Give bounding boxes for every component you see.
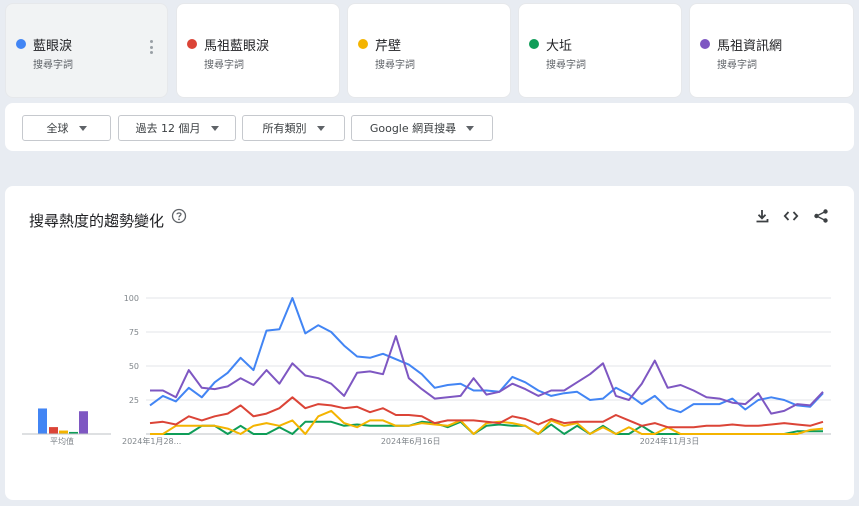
y-tick-label: 100 [124,294,139,303]
x-tick-label: 2024年1月28... [122,436,181,446]
average-bar [38,408,47,434]
region-label: 全球 [46,122,69,135]
term-color-dot [358,39,368,49]
chevron-down-icon [316,125,325,131]
x-tick-label: 2024年11月3日 [640,436,700,446]
series-line [150,409,824,435]
chevron-down-icon [78,125,87,131]
term-type: 搜尋字詞 [717,60,757,71]
term-name: 藍眼淚 [33,39,73,54]
term-color-dot [16,39,26,49]
term-type: 搜尋字詞 [375,60,415,71]
filter-bar: 全球 過去 12 個月 所有類別 Google 網頁搜尋 [5,103,854,151]
series-line [149,396,824,429]
interest-over-time-panel: 25 50 75 100 平均值 2024年1月28... 2024年6月16日 2024年1… [5,186,854,500]
series-line [149,297,824,414]
term-card-3[interactable]: 芹壁 搜尋字詞 [347,3,511,98]
more-vert-icon[interactable] [149,40,153,54]
chevron-down-icon [466,125,475,131]
average-bar [49,427,58,434]
series-line [150,335,824,415]
term-card-1[interactable]: 藍眼淚 搜尋字詞 [5,3,168,98]
share-icon[interactable] [813,208,829,224]
term-color-dot [700,39,710,49]
help-icon[interactable] [171,208,187,224]
x-tick-label: 2024年6月16日 [381,436,441,446]
term-name: 大坵 [546,39,573,54]
category-dropdown[interactable]: 所有類別 [242,115,345,141]
term-type: 搜尋字詞 [33,60,73,71]
y-tick-label: 75 [129,328,139,337]
panel-title: 搜尋熱度的趨勢變化 [29,212,165,230]
chevron-down-icon [210,125,219,131]
term-type: 搜尋字詞 [204,60,244,71]
region-dropdown[interactable]: 全球 [22,115,111,141]
average-bar [79,411,88,434]
category-label: 所有類別 [262,122,307,135]
download-icon[interactable] [754,208,770,224]
term-card-4[interactable]: 大坵 搜尋字詞 [518,3,682,98]
y-tick-label: 50 [129,362,139,371]
search-terms-bar: 藍眼淚 搜尋字詞 馬祖藍眼淚 搜尋字詞 芹壁 搜尋字詞 大坵 搜尋字詞 馬祖資訊… [5,3,859,98]
term-name: 馬祖資訊網 [717,39,783,54]
term-card-5[interactable]: 馬祖資訊網 搜尋字詞 [689,3,854,98]
search-property-dropdown[interactable]: Google 網頁搜尋 [351,115,493,141]
trend-chart: 25 50 75 100 平均值 2024年1月28... 2024年6月16日 2024年1… [22,294,831,446]
average-bar [69,431,78,434]
term-card-2[interactable]: 馬祖藍眼淚 搜尋字詞 [176,3,340,98]
term-name: 芹壁 [375,39,402,54]
average-bar [59,430,68,434]
time-range-label: 過去 12 個月 [135,122,201,135]
term-color-dot [529,39,539,49]
term-type: 搜尋字詞 [546,60,586,71]
y-tick-label: 25 [129,396,139,405]
search-property-label: Google 網頁搜尋 [369,122,457,135]
term-name: 馬祖藍眼淚 [204,39,270,54]
average-label: 平均值 [50,436,74,446]
time-range-dropdown[interactable]: 過去 12 個月 [118,115,236,141]
embed-icon[interactable] [783,208,799,224]
term-color-dot [187,39,197,49]
